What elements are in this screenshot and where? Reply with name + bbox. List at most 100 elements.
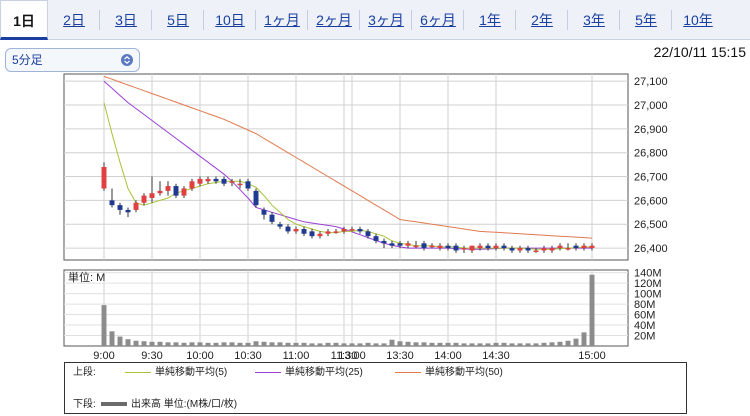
volume-bar (549, 342, 555, 346)
time-tick-label: 10:30 (234, 350, 262, 362)
candle-body (237, 183, 243, 186)
volume-bar (381, 343, 387, 346)
volume-bar (261, 341, 267, 346)
candle-body (181, 188, 187, 196)
candle-body (325, 231, 331, 234)
candle-body (549, 248, 555, 251)
volume-tick-label: 20M (634, 331, 655, 343)
candle-body (365, 231, 371, 237)
volume-bar (389, 339, 395, 346)
volume-bar (469, 343, 475, 346)
legend-ma5: 単純移動平均(5) (125, 365, 227, 381)
candle-body (229, 181, 235, 183)
volume-bar (197, 342, 203, 346)
tab-7[interactable]: 3ヶ月 (368, 12, 404, 28)
candle-body (261, 209, 267, 215)
tab-9[interactable]: 1年 (479, 12, 501, 28)
candle-body (197, 178, 203, 184)
volume-bar (333, 342, 339, 346)
price-tick-label: 27,100 (634, 76, 668, 88)
volume-bar (565, 340, 571, 346)
volume-bar (413, 342, 419, 346)
candle-body (149, 193, 155, 198)
legend-ma25: 単純移動平均(25) (255, 365, 363, 381)
volume-bar (557, 341, 563, 346)
candle-body (445, 245, 451, 249)
volume-bar (357, 343, 363, 346)
time-tick-label: 11:00 (283, 350, 310, 362)
volume-bar (437, 342, 443, 346)
tab-2[interactable]: 3日 (115, 12, 137, 28)
time-tick-label: 9:00 (93, 350, 114, 362)
candle-body (333, 231, 339, 233)
candle-body (309, 231, 315, 237)
candle-body (133, 202, 139, 210)
volume-bar (181, 342, 187, 346)
volume-panel (63, 269, 629, 347)
candle-body (437, 245, 443, 249)
tab-8[interactable]: 6ヶ月 (420, 12, 456, 28)
volume-bar (253, 341, 259, 346)
candle-body (213, 178, 219, 182)
tab-11[interactable]: 3年 (583, 12, 605, 28)
candle-body (285, 226, 291, 232)
volume-bar (541, 342, 547, 346)
volume-bar (429, 342, 435, 346)
candle-body (525, 248, 531, 251)
candle-body (373, 236, 379, 241)
legend-lower-label: 下段: (73, 399, 96, 410)
tab-0[interactable]: 1日 (0, 0, 48, 40)
volume-bar (573, 338, 579, 346)
candle-body (565, 248, 571, 250)
candle-body (277, 224, 283, 227)
candlestick-chart: 26,400 26,500 26,600 26,700 26,800 26,900 27,0… (63, 73, 668, 362)
time-tick-label: 10:00 (186, 350, 214, 362)
candle-body (125, 209, 131, 213)
tab-1[interactable]: 2日 (63, 12, 85, 28)
tab-4[interactable]: 10日 (215, 12, 245, 28)
volume-bar (205, 342, 211, 346)
tab-3[interactable]: 5日 (167, 12, 189, 28)
candle-body (493, 245, 499, 249)
volume-bar (349, 343, 355, 346)
interval-select[interactable]: 5分足 (5, 48, 140, 72)
tab-5[interactable]: 1ヶ月 (264, 12, 300, 28)
tab-6[interactable]: 2ヶ月 (316, 12, 352, 28)
tab-10[interactable]: 2年 (531, 12, 553, 28)
volume-bar (397, 341, 403, 346)
tab-separator (619, 10, 620, 30)
tab-12[interactable]: 5年 (635, 12, 657, 28)
price-tick-label: 26,700 (634, 172, 668, 184)
volume-bar (125, 339, 131, 346)
candle-body (573, 245, 579, 249)
volume-bar (141, 341, 147, 346)
candle-body (485, 245, 491, 249)
candle-body (469, 245, 475, 251)
tab-separator (99, 10, 100, 30)
candle-body (405, 243, 411, 246)
volume-bar (189, 342, 195, 346)
ma50-line (103, 75, 593, 239)
candle-body (165, 186, 171, 191)
tab-13[interactable]: 10年 (683, 12, 713, 28)
legend-volume-label: 出来高 単位:(M株/口/枚) (131, 399, 238, 410)
tab-separator (359, 10, 360, 30)
candle-body (317, 233, 323, 237)
volume-bar (133, 340, 139, 346)
period-tab-bar: 1日 2日 3日 5日 10日 1ヶ月 2ヶ月 3ヶ月 6ヶ月 1年 2年 3年 5年 10年 (0, 0, 750, 40)
price-tick-label: 26,400 (634, 243, 668, 255)
volume-bar (221, 342, 227, 346)
time-tick-label: 15:00 (578, 350, 606, 362)
candle-body (293, 229, 299, 232)
candle-body (349, 229, 355, 231)
price-tick-label: 26,800 (634, 148, 668, 160)
candle-body (557, 245, 563, 249)
volume-bar (285, 342, 291, 346)
volume-bar (101, 305, 107, 346)
candle-body (541, 248, 547, 251)
tab-separator (463, 10, 464, 30)
volume-bar (165, 342, 171, 346)
volume-bar (117, 336, 123, 346)
legend: 上段: 単純移動平均(5) 単純移動平均(25) 単純移動平均(50) 下段: … (64, 362, 687, 414)
legend-ma50: 単純移動平均(50) (395, 365, 503, 381)
